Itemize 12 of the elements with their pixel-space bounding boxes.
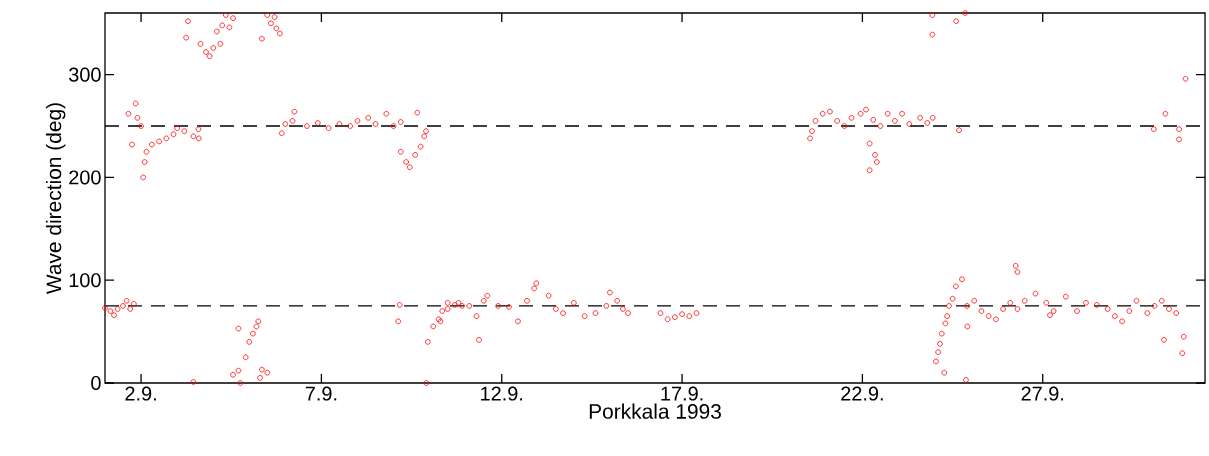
x-tick-label: 7.9. xyxy=(305,386,337,401)
x-tick-label: 2.9. xyxy=(125,386,156,401)
x-tick-label: 22.9. xyxy=(841,386,883,401)
x-axis-title: Porkkala 1993 xyxy=(589,403,721,419)
x-tick-label: 17.9. xyxy=(661,386,703,401)
x-tick-label: 27.9. xyxy=(1021,386,1064,401)
y-tick-label: 200 xyxy=(69,170,101,185)
y-tick-label: 0 xyxy=(91,375,101,391)
y-tick-label: 300 xyxy=(69,67,101,82)
x-tick-label: 12.9. xyxy=(481,386,523,401)
y-axis-title: Wave direction (deg) xyxy=(45,103,66,295)
y-tick-label: 100 xyxy=(69,273,101,288)
